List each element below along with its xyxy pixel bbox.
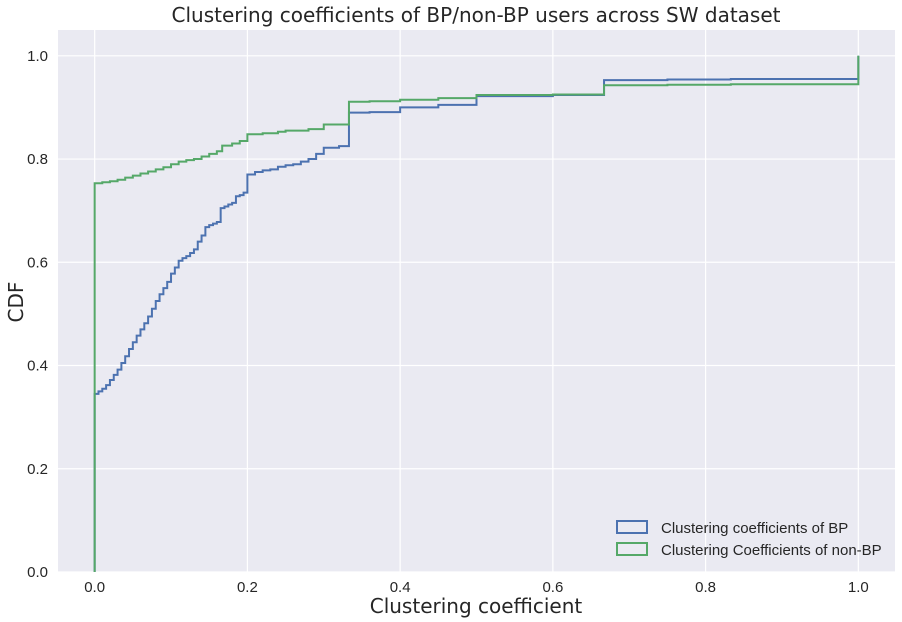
x-tick-label: 0.8 [695,579,716,596]
x-tick-label: 1.0 [848,579,869,596]
chart-title: Clustering coefficients of BP/non-BP use… [172,3,781,27]
y-tick-label: 0.8 [27,151,48,168]
x-tick-label: 0.6 [542,579,563,596]
x-tick-label: 0.2 [237,579,258,596]
tick-labels: 0.0 0.2 0.4 0.6 0.8 1.0 0.0 0.2 0.4 0.6 0.8 1.0 [27,48,869,596]
y-tick-label: 0.6 [27,254,48,271]
x-tick-label: 0.0 [84,579,105,596]
y-axis-label: CDF [4,282,28,323]
legend-swatch-bp [616,520,648,534]
legend-label-non-bp: Clustering Coefficients of non-BP [661,542,882,559]
y-tick-label: 0.4 [27,358,48,375]
x-axis-label: Clustering coefficient [370,594,583,618]
legend-swatch-non-bp [616,542,648,556]
series-line-bp [93,55,860,572]
y-tick-label: 1.0 [27,48,48,65]
x-tick-label: 0.4 [390,579,411,596]
series-layer [93,55,860,572]
y-tick-label: 0.0 [27,564,48,581]
legend-label-bp: Clustering coefficients of BP [661,520,848,537]
legend: Clustering coefficients of BP Clustering… [616,520,882,559]
plot-background [58,30,895,572]
y-tick-label: 0.2 [27,461,48,478]
series-line-non-bp [93,55,860,572]
